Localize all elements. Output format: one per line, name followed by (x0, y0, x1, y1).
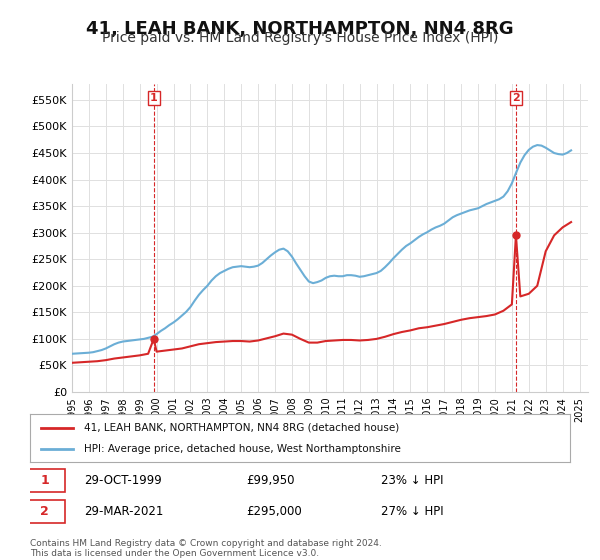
Text: 2: 2 (512, 93, 520, 103)
Text: 41, LEAH BANK, NORTHAMPTON, NN4 8RG (detached house): 41, LEAH BANK, NORTHAMPTON, NN4 8RG (det… (84, 423, 399, 433)
Text: HPI: Average price, detached house, West Northamptonshire: HPI: Average price, detached house, West… (84, 444, 401, 454)
Text: £99,950: £99,950 (246, 474, 295, 487)
Text: 23% ↓ HPI: 23% ↓ HPI (381, 474, 443, 487)
Text: 29-OCT-1999: 29-OCT-1999 (84, 474, 162, 487)
Text: Contains HM Land Registry data © Crown copyright and database right 2024.
This d: Contains HM Land Registry data © Crown c… (30, 539, 382, 558)
Text: 27% ↓ HPI: 27% ↓ HPI (381, 505, 443, 518)
Text: 41, LEAH BANK, NORTHAMPTON, NN4 8RG: 41, LEAH BANK, NORTHAMPTON, NN4 8RG (86, 20, 514, 38)
Text: £295,000: £295,000 (246, 505, 302, 518)
Text: 29-MAR-2021: 29-MAR-2021 (84, 505, 163, 518)
Text: Price paid vs. HM Land Registry's House Price Index (HPI): Price paid vs. HM Land Registry's House … (102, 31, 498, 45)
FancyBboxPatch shape (25, 469, 65, 492)
Text: 2: 2 (40, 505, 49, 518)
Text: 1: 1 (150, 93, 158, 103)
Text: 1: 1 (40, 474, 49, 487)
FancyBboxPatch shape (25, 500, 65, 524)
